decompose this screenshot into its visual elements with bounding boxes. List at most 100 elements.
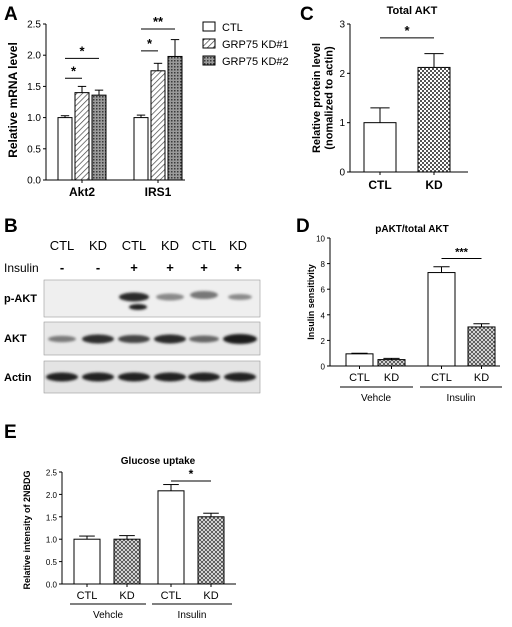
insulin-label: Insulin: [4, 261, 39, 275]
x-tick-label: CTL: [161, 590, 182, 602]
x-tick-label: KD: [425, 178, 443, 192]
x-tick-label: IRS1: [145, 185, 172, 199]
y-tick-label: 1.0: [27, 113, 41, 124]
insulin-sign: -: [96, 260, 100, 275]
lane-label: KD: [161, 238, 179, 253]
lane-label: CTL: [122, 238, 147, 253]
y-tick-label: 2.0: [27, 51, 41, 62]
x-tick-label: CTL: [77, 590, 98, 602]
insulin-sign: +: [166, 260, 174, 275]
chart-a-mrna: 0.0 0.5 1.0 1.5 2.0 2.5 Relative mRNA level Akt…: [6, 14, 289, 199]
bar: [57, 117, 73, 181]
y-axis-label: Insulin sensitivity: [306, 264, 316, 340]
group-label: Vehcle: [93, 610, 123, 621]
blot-label-pakt: p-AKT: [4, 293, 37, 305]
y-tick-label: 1.5: [46, 513, 58, 522]
chart-d-pakt: pAKT/total AKT 0 2 4 6 8 10 Insulin sensitivity…: [306, 224, 502, 404]
x-tick-label: KD: [474, 372, 489, 384]
bar: [150, 70, 166, 181]
y-tick-label: 4: [321, 311, 326, 320]
y-tick-label: 0.0: [46, 581, 58, 590]
bar: [345, 353, 374, 367]
lane-label: KD: [89, 238, 107, 253]
x-tick-label: KD: [203, 590, 218, 602]
y-tick-label: 3: [339, 20, 345, 31]
bar: [157, 490, 185, 585]
blot-bands-akt: [48, 334, 257, 344]
chart-c-total-akt: Total AKT 0 1 2 3 Relative protein level(noma…: [311, 5, 468, 192]
blot-label-actin: Actin: [4, 372, 32, 384]
blot-strip-pakt: [43, 279, 261, 318]
chart-title: Total AKT: [387, 5, 438, 17]
group-label: Insulin: [178, 610, 207, 621]
chart-title: pAKT/total AKT: [375, 224, 449, 235]
blot-bands-actin: [46, 372, 256, 382]
panel-letter-e: E: [4, 422, 17, 443]
significance-label: **: [153, 14, 164, 29]
x-tick-label: Akt2: [69, 185, 95, 199]
bar: [467, 326, 496, 367]
bar: [427, 272, 456, 367]
bar: [417, 66, 451, 173]
chart-e-glucose: Glucose uptake 0.0 0.5 1.0 1.5 2.0 2.5 Relative…: [22, 456, 236, 621]
bar: [133, 117, 149, 181]
y-tick-label: 0: [321, 363, 326, 372]
insulin-sign: +: [130, 260, 138, 275]
significance-label: *: [189, 467, 194, 481]
y-tick-label: 0: [339, 168, 345, 179]
y-axis-label: Relative protein level(nomalized to acti…: [311, 43, 336, 153]
blot-bands-pakt: [119, 291, 252, 310]
significance-label: *: [404, 23, 410, 38]
y-tick-label: 2.0: [46, 491, 58, 500]
y-tick-label: 0.5: [27, 144, 41, 155]
panel-letter-a: A: [4, 4, 18, 25]
x-tick-label: CTL: [349, 372, 370, 384]
significance-label: *: [71, 63, 77, 78]
y-tick-label: 0.0: [27, 176, 41, 187]
y-tick-label: 8: [321, 260, 326, 269]
legend-swatch: [202, 38, 216, 49]
bar: [113, 538, 141, 585]
lane-label: CTL: [50, 238, 75, 253]
significance-label: *: [79, 43, 85, 58]
significance-label: *: [147, 36, 153, 51]
bar: [91, 94, 107, 181]
panel-letter-d: D: [296, 216, 310, 237]
y-tick-label: 2.5: [27, 20, 41, 31]
legend-label: CTL: [222, 22, 243, 34]
x-tick-label: KD: [384, 372, 399, 384]
bar: [167, 55, 183, 181]
y-tick-label: 1.5: [27, 82, 41, 93]
panel-letter-c: C: [300, 4, 314, 25]
significance-label: ***: [455, 246, 469, 258]
lane-label: CTL: [192, 238, 217, 253]
legend-swatch: [202, 21, 216, 32]
insulin-sign: +: [200, 260, 208, 275]
blot-label-akt: AKT: [4, 333, 27, 345]
insulin-sign: +: [234, 260, 242, 275]
chart-title: Glucose uptake: [121, 456, 196, 467]
y-axis-label: Relative mRNA level: [6, 42, 20, 158]
x-tick-label: KD: [119, 590, 134, 602]
legend-swatch: [202, 55, 216, 66]
bar: [74, 92, 90, 181]
group-label: Insulin: [447, 393, 476, 404]
legend-label: GRP75 KD#2: [222, 56, 289, 68]
y-tick-label: 10: [316, 235, 325, 244]
y-tick-label: 6: [321, 286, 326, 295]
bar: [377, 359, 406, 367]
y-tick-label: 2: [339, 69, 345, 80]
x-tick-label: CTL: [431, 372, 452, 384]
bar: [197, 516, 225, 585]
y-tick-label: 1.0: [46, 536, 58, 545]
y-tick-label: 2: [321, 337, 326, 346]
group-label: Vehcle: [361, 393, 391, 404]
insulin-sign: -: [60, 260, 64, 275]
bar: [363, 122, 397, 173]
bar: [73, 538, 101, 585]
panel-letter-b: B: [4, 216, 18, 237]
y-tick-label: 0.5: [46, 558, 58, 567]
lane-label: KD: [229, 238, 247, 253]
y-axis-label: Relative intensity of 2NBDG: [22, 470, 32, 589]
